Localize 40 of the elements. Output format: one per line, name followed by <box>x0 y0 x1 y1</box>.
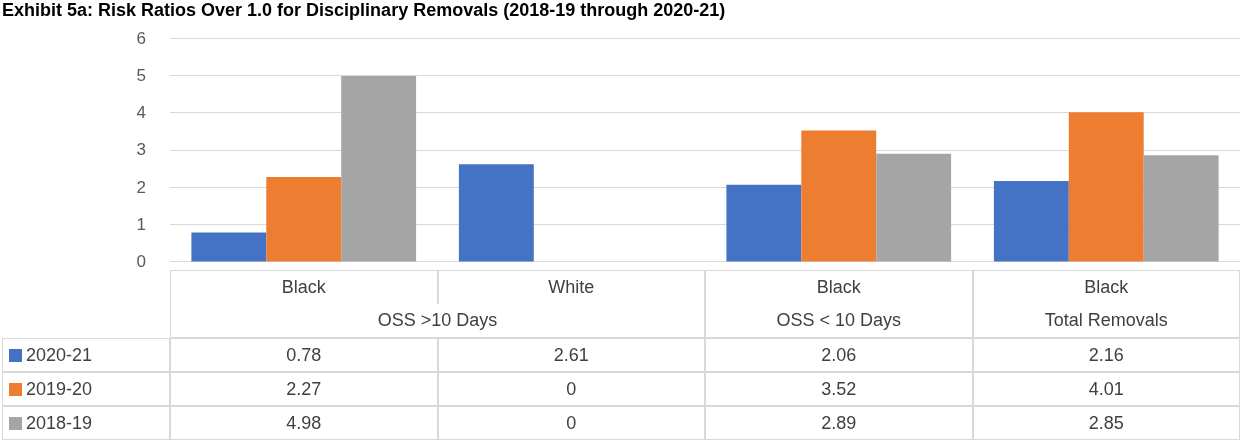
bar <box>191 232 267 262</box>
data-label: 2.89 <box>705 406 973 440</box>
legend-label: 2018-19 <box>25 412 94 434</box>
y-tick-label: 2 <box>136 177 146 197</box>
data-label: 2.61 <box>437 338 705 372</box>
bar <box>266 176 342 262</box>
data-label: 0.78 <box>170 338 438 372</box>
bar <box>458 164 534 262</box>
bar <box>801 130 877 262</box>
x-tick-label: Black <box>170 270 438 304</box>
text: Total Removals <box>972 304 1240 338</box>
bar <box>1068 112 1144 262</box>
legend-label: 2020-21 <box>25 344 94 366</box>
data-label: 2.16 <box>972 338 1240 372</box>
x-tick-label: White <box>437 270 705 304</box>
bar <box>993 181 1069 262</box>
x-tick-label: Black <box>705 270 973 304</box>
legend-label: 2019-20 <box>25 378 94 400</box>
data-label: 4.01 <box>972 372 1240 406</box>
bar <box>726 184 802 262</box>
data-label: 3.52 <box>705 372 973 406</box>
data-label: 0 <box>437 406 705 440</box>
data-label: 4.98 <box>170 406 438 440</box>
text: OSS >10 Days <box>170 304 705 338</box>
text: OSS < 10 Days <box>705 304 973 338</box>
data-label: 0 <box>437 372 705 406</box>
data-label: 2.06 <box>705 338 973 372</box>
y-tick-label: 5 <box>136 65 146 85</box>
y-tick-label: 4 <box>136 103 146 122</box>
y-tick-label: 6 <box>136 28 146 48</box>
bar <box>1143 155 1219 262</box>
y-tick-label: 0 <box>136 252 146 271</box>
data-label: 2.27 <box>170 372 438 406</box>
x-tick-label: Black <box>972 270 1240 304</box>
bar <box>341 76 417 262</box>
chart-title: Exhibit 5a: Risk Ratios Over 1.0 for Disciplinary Removals (2018-19 through 2020-21) <box>2 0 726 21</box>
y-tick-label: 1 <box>136 214 146 234</box>
bar <box>876 153 952 262</box>
data-label: 2.85 <box>972 406 1240 440</box>
y-tick-label: 3 <box>136 140 146 160</box>
